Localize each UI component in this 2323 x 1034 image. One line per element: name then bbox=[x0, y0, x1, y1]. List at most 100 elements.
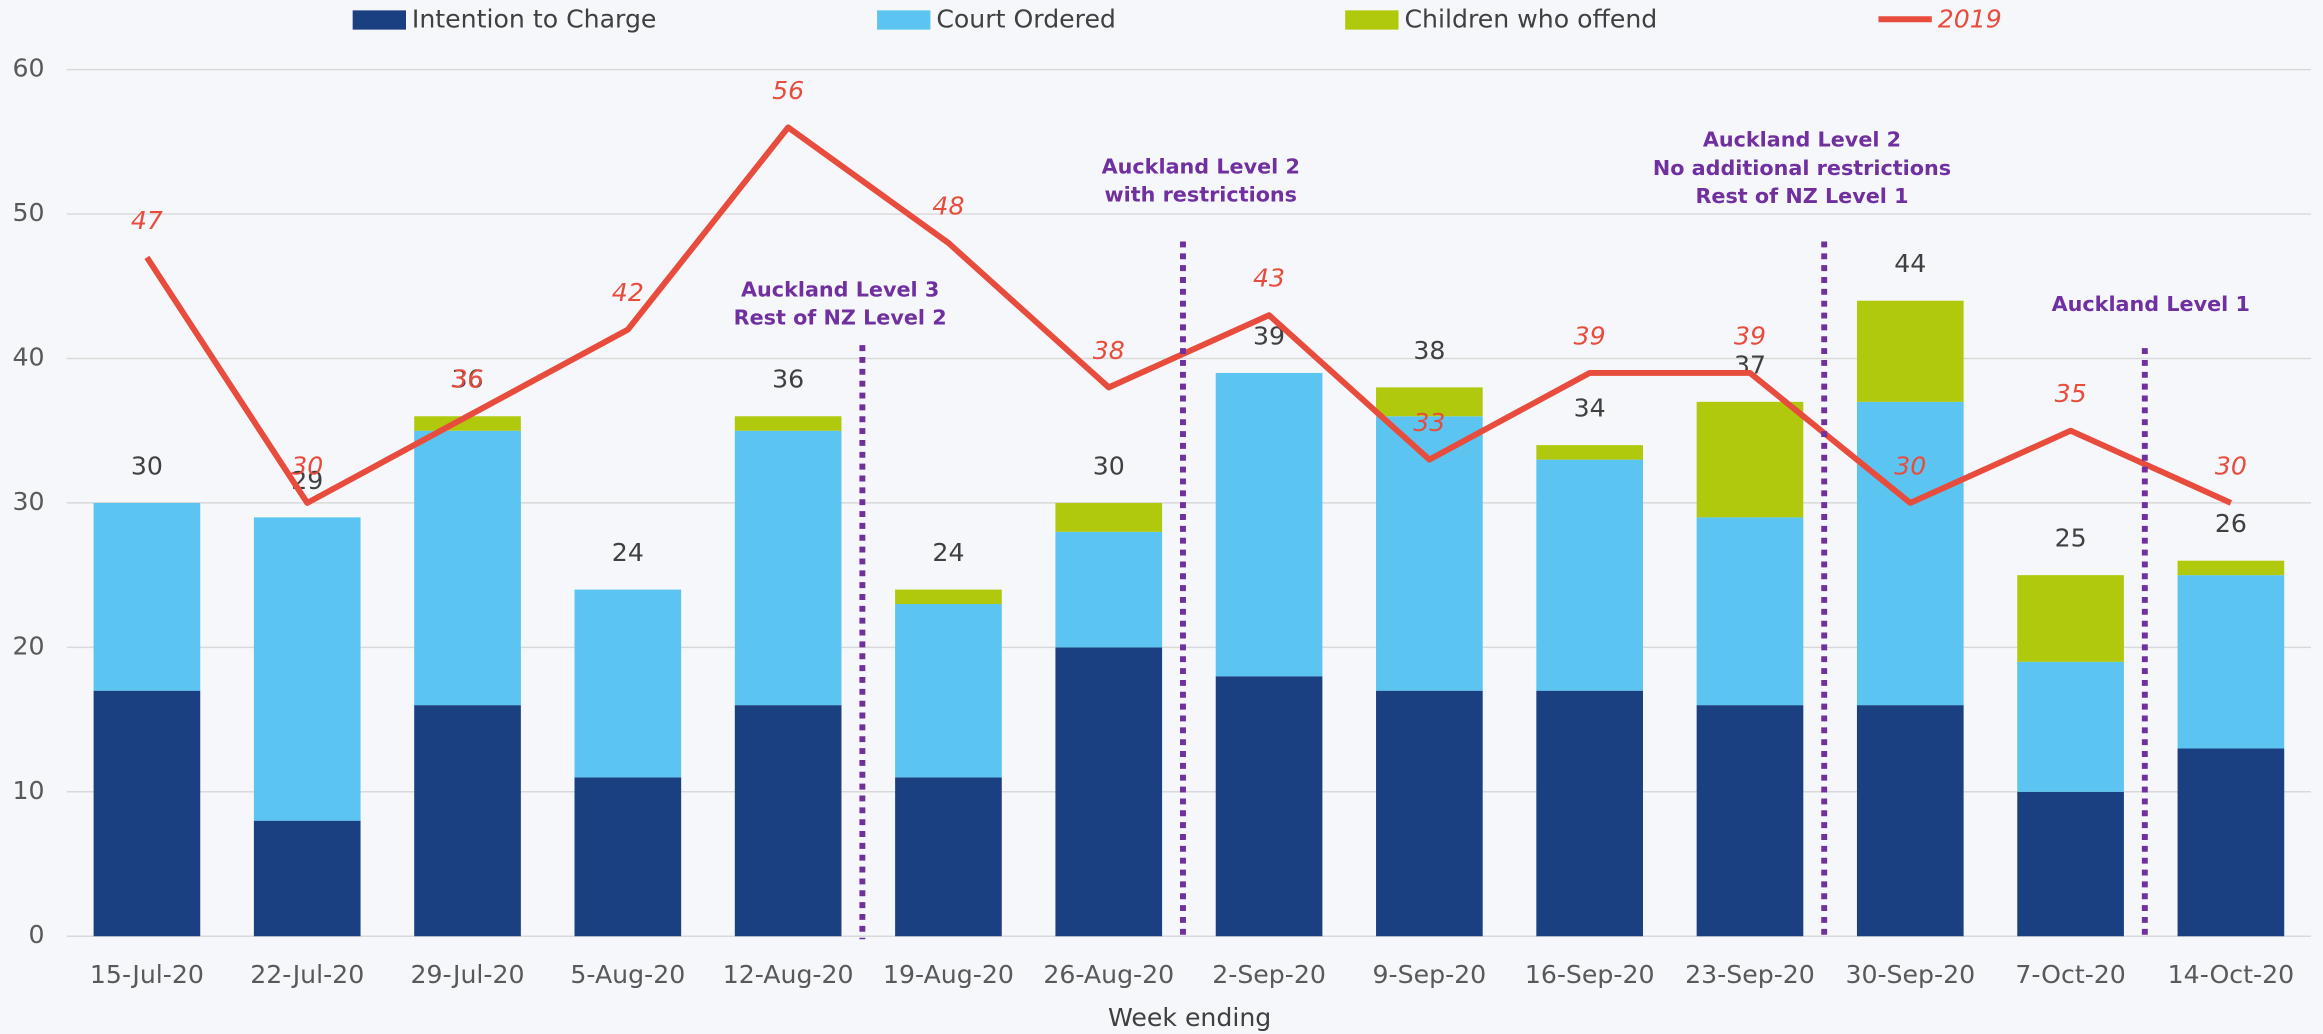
bar-segment bbox=[1696, 705, 1804, 937]
bar-segment bbox=[1055, 647, 1163, 937]
bar-segment bbox=[253, 517, 361, 821]
bar-segment bbox=[93, 690, 201, 937]
y-tick-label: 50 bbox=[13, 198, 45, 227]
line-value-label: 36 bbox=[452, 365, 484, 394]
annotation-text: Auckland Level 1 bbox=[2052, 292, 2250, 316]
total-label: 24 bbox=[612, 538, 644, 567]
line-value-label: 39 bbox=[1734, 321, 1766, 350]
total-label: 36 bbox=[452, 365, 484, 394]
total-label: 24 bbox=[932, 538, 964, 567]
bar-segment bbox=[1696, 401, 1804, 518]
bar-segment bbox=[1055, 502, 1163, 532]
legend-label: Children who offend bbox=[1404, 5, 1657, 34]
x-tick-label: 7-Oct-20 bbox=[2015, 960, 2125, 989]
bar-segment bbox=[2177, 575, 2285, 749]
bar-segment bbox=[1376, 690, 1483, 937]
total-label: 36 bbox=[772, 365, 804, 394]
total-label: 26 bbox=[2215, 509, 2247, 538]
annotation-text: Auckland Level 2 bbox=[1703, 128, 1901, 152]
x-tick-label: 30-Sep-20 bbox=[1845, 960, 1975, 989]
x-tick-label: 12-Aug-20 bbox=[723, 960, 854, 989]
x-tick-label: 15-Jul-20 bbox=[90, 960, 204, 989]
line-value-label: 42 bbox=[612, 278, 644, 307]
y-tick-label: 40 bbox=[13, 342, 45, 371]
legend-label: Intention to Charge bbox=[412, 5, 657, 34]
line-value-label: 56 bbox=[772, 76, 804, 105]
y-tick-label: 30 bbox=[13, 487, 45, 516]
bar-segment bbox=[414, 416, 521, 431]
x-tick-label: 22-Jul-20 bbox=[250, 960, 364, 989]
bar-segment bbox=[2017, 661, 2124, 792]
line-value-label: 48 bbox=[932, 191, 964, 220]
bar-segment bbox=[1215, 372, 1323, 677]
bar-segment bbox=[734, 705, 842, 937]
line-value-label: 35 bbox=[2055, 379, 2087, 408]
x-tick-label: 19-Aug-20 bbox=[883, 960, 1014, 989]
x-tick-label: 2-Sep-20 bbox=[1212, 960, 1326, 989]
bar-segment bbox=[253, 820, 361, 937]
line-value-label: 30 bbox=[2215, 451, 2247, 480]
annotation-text: with restrictions bbox=[1104, 183, 1297, 207]
bar-segment bbox=[895, 777, 1002, 937]
annotation-text: Rest of NZ Level 2 bbox=[734, 305, 947, 329]
bar-segment bbox=[2177, 748, 2285, 937]
total-label: 34 bbox=[1574, 394, 1606, 423]
line-value-label: 30 bbox=[1894, 451, 1926, 480]
legend-label: 2019 bbox=[1938, 5, 2002, 34]
x-tick-label: 5-Aug-20 bbox=[570, 960, 685, 989]
line-value-label: 47 bbox=[131, 206, 163, 235]
x-tick-label: 14-Oct-20 bbox=[2168, 960, 2294, 989]
total-label: 30 bbox=[1093, 451, 1125, 480]
bar-segment bbox=[93, 502, 201, 691]
bar-segment bbox=[574, 589, 682, 778]
bar-segment bbox=[1536, 459, 1643, 691]
y-tick-label: 60 bbox=[13, 54, 45, 83]
y-tick-label: 20 bbox=[13, 631, 45, 660]
legend-swatch bbox=[352, 10, 406, 30]
line-value-label: 33 bbox=[1413, 408, 1445, 437]
total-label: 44 bbox=[1894, 249, 1926, 278]
line-2019 bbox=[144, 124, 2233, 506]
bar-segment bbox=[2017, 791, 2124, 937]
x-tick-label: 23-Sep-20 bbox=[1685, 960, 1815, 989]
annotation-text: Rest of NZ Level 1 bbox=[1695, 184, 1908, 208]
bar-segment bbox=[1696, 517, 1804, 706]
legend-swatch bbox=[877, 10, 931, 30]
bar-segment bbox=[1856, 401, 1964, 706]
bar-segment bbox=[1536, 690, 1643, 937]
line-value-label: 43 bbox=[1253, 264, 1285, 293]
annotation-text: No additional restrictions bbox=[1653, 156, 1951, 180]
bar-segment bbox=[1856, 705, 1964, 937]
bar-segment bbox=[1856, 300, 1964, 402]
x-tick-label: 9-Sep-20 bbox=[1373, 960, 1487, 989]
bar-segment bbox=[1055, 531, 1163, 648]
bar-segment bbox=[734, 416, 842, 431]
bar-segment bbox=[2177, 560, 2285, 576]
bar-segment bbox=[1376, 387, 1483, 417]
x-tick-label: 26-Aug-20 bbox=[1043, 960, 1174, 989]
line-value-label: 38 bbox=[1093, 336, 1125, 365]
annotation-text: Auckland Level 3 bbox=[741, 277, 939, 301]
bar-segment bbox=[895, 604, 1002, 778]
x-tick-label: 16-Sep-20 bbox=[1525, 960, 1655, 989]
total-label: 25 bbox=[2055, 524, 2087, 553]
bar-segment bbox=[574, 777, 682, 937]
line-value-label: 39 bbox=[1574, 321, 1606, 350]
bar-segment bbox=[414, 430, 521, 706]
bar-segment bbox=[2017, 575, 2124, 662]
bar-segment bbox=[734, 430, 842, 706]
bar-segment bbox=[895, 589, 1002, 605]
y-tick-label: 0 bbox=[29, 920, 45, 949]
legend-swatch bbox=[1345, 10, 1399, 30]
annotation-text: Auckland Level 2 bbox=[1102, 154, 1300, 178]
x-axis-title: Week ending bbox=[1108, 1003, 1271, 1032]
bar-segment bbox=[414, 705, 521, 937]
x-tick-label: 29-Jul-20 bbox=[411, 960, 525, 989]
line-value-label: 30 bbox=[291, 451, 323, 480]
bar-segment bbox=[1215, 676, 1323, 937]
y-tick-label: 10 bbox=[13, 776, 45, 805]
legend-label: Court Ordered bbox=[936, 5, 1116, 34]
total-label: 30 bbox=[131, 451, 163, 480]
bar-segment bbox=[1536, 445, 1643, 460]
